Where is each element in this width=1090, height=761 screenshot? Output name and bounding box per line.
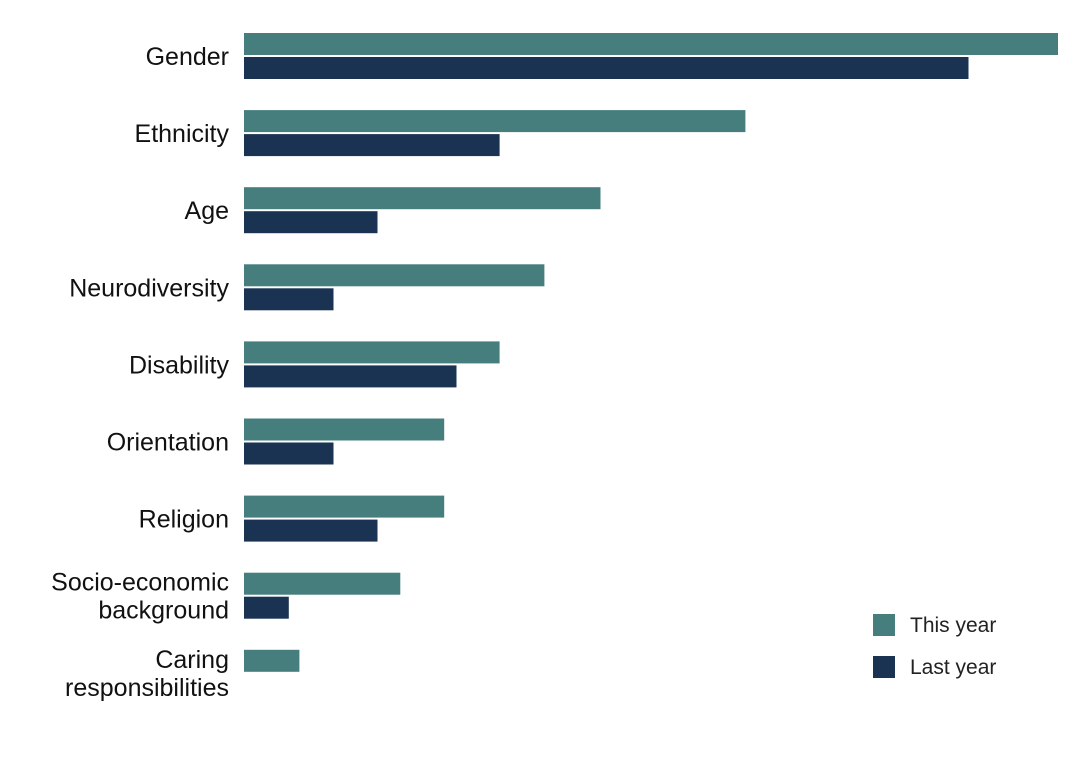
bar-religion-this-year [244, 495, 445, 518]
category-label-line: responsibilities [65, 674, 229, 702]
bar-socio-economic-background-this-year [244, 572, 401, 595]
bar-religion-last-year [244, 519, 378, 542]
bars-group [244, 33, 1058, 672]
category-label: Socio-economic background [51, 569, 229, 625]
bar-disability-last-year [244, 365, 457, 388]
category-label-line: Ethnicity [135, 120, 230, 148]
category-label-line: Gender [146, 43, 229, 71]
bar-neurodiversity-this-year [244, 264, 545, 287]
category-label-line: Orientation [107, 429, 229, 457]
bar-orientation-last-year [244, 442, 334, 465]
bar-age-this-year [244, 187, 601, 210]
bar-gender-last-year [244, 57, 969, 79]
bar-neurodiversity-last-year [244, 288, 334, 311]
category-label: Ethnicity [135, 120, 230, 148]
bar-gender-this-year [244, 33, 1058, 55]
category-label-line: Religion [139, 506, 229, 534]
category-label: Orientation [107, 429, 229, 457]
category-label: Disability [129, 351, 230, 379]
category-label-line: Socio-economic [51, 569, 229, 597]
category-label-line: Disability [129, 351, 230, 379]
category-label-line: Caring [155, 646, 229, 674]
bar-disability-this-year [244, 341, 500, 364]
category-label: Neurodiversity [69, 274, 229, 302]
category-label-line: Age [185, 197, 229, 225]
legend-swatch-last-year [873, 656, 895, 678]
category-label: Religion [139, 506, 229, 534]
bar-age-last-year [244, 211, 378, 234]
bar-caring-responsibilities-this-year [244, 649, 300, 672]
category-label-line: Neurodiversity [69, 274, 229, 302]
legend-swatch-this-year [873, 614, 895, 636]
bar-orientation-this-year [244, 418, 445, 441]
bar-socio-economic-background-last-year [244, 596, 289, 619]
legend-label-this-year: This year [910, 614, 996, 637]
category-label: Gender [146, 43, 229, 71]
category-labels: Gender Ethnicity Age Neurodiversity Disabili… [51, 43, 229, 702]
legend-label-last-year: Last year [910, 656, 996, 679]
legend: This year Last year [873, 614, 996, 679]
bar-ethnicity-last-year [244, 134, 500, 157]
bar-ethnicity-this-year [244, 110, 746, 133]
category-label: Age [185, 197, 229, 225]
category-label-line: background [98, 597, 229, 625]
category-label: Caring responsibilities [65, 646, 229, 702]
